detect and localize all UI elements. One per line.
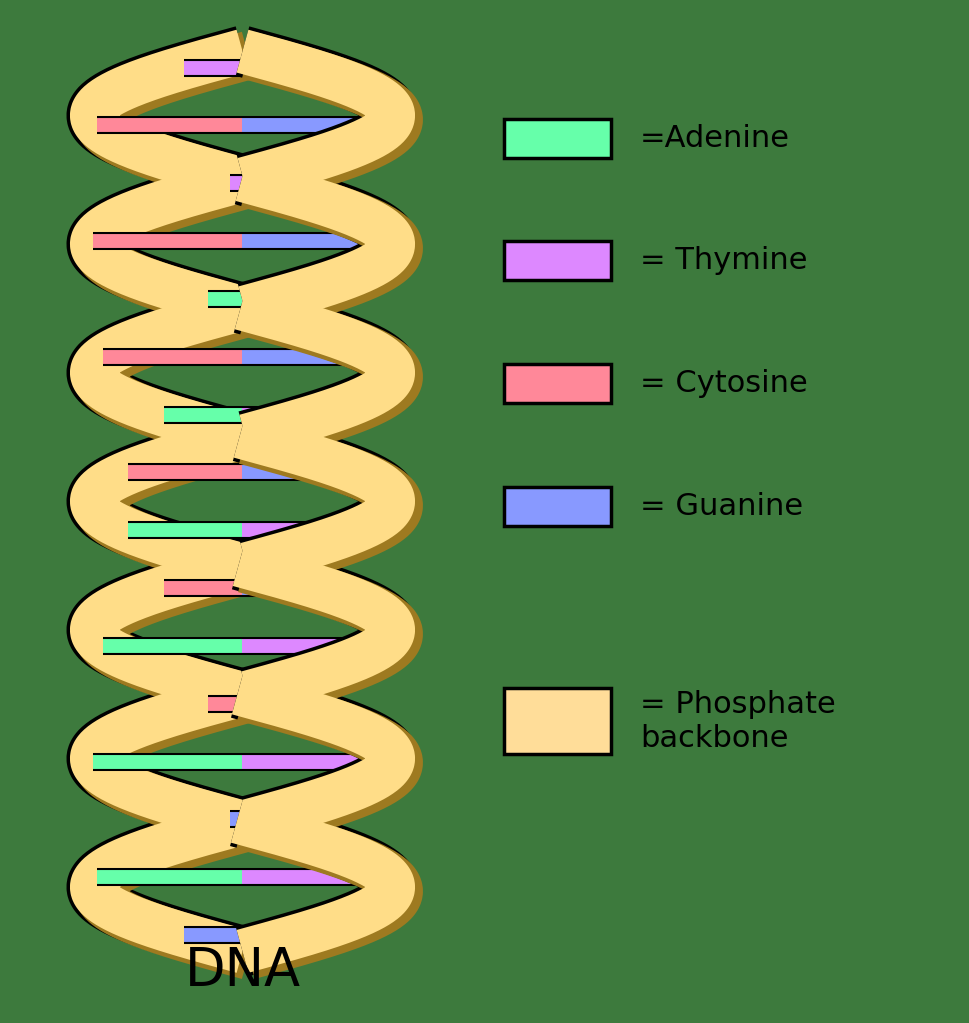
FancyBboxPatch shape [504,241,610,280]
Text: DNA: DNA [184,945,300,997]
Text: =Adenine: =Adenine [640,124,790,152]
FancyBboxPatch shape [504,688,610,755]
Text: = Thymine: = Thymine [640,247,807,275]
Text: = Phosphate
backbone: = Phosphate backbone [640,690,835,753]
Text: = Cytosine: = Cytosine [640,369,807,398]
Text: = Guanine: = Guanine [640,492,802,521]
FancyBboxPatch shape [504,119,610,158]
FancyBboxPatch shape [504,487,610,526]
FancyBboxPatch shape [504,364,610,403]
